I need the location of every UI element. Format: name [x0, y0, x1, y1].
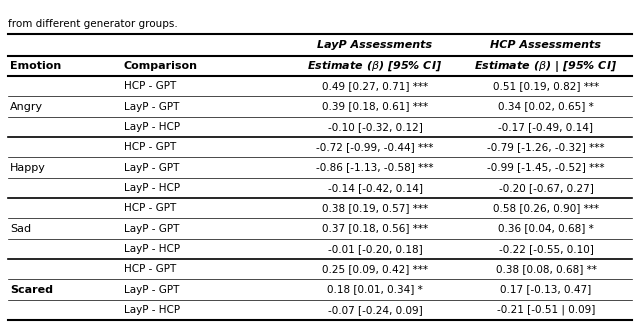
Text: LayP - GPT: LayP - GPT — [124, 285, 179, 294]
Text: Emotion: Emotion — [10, 61, 61, 71]
Text: 0.36 [0.04, 0.68] *: 0.36 [0.04, 0.68] * — [498, 223, 594, 233]
Text: Scared: Scared — [10, 285, 53, 294]
Text: from different generator groups.: from different generator groups. — [8, 19, 178, 29]
Text: LayP - HCP: LayP - HCP — [124, 244, 180, 254]
Text: HCP - GPT: HCP - GPT — [124, 142, 176, 152]
Text: LayP Assessments: LayP Assessments — [317, 40, 433, 50]
Text: 0.51 [0.19, 0.82] ***: 0.51 [0.19, 0.82] *** — [493, 81, 599, 91]
Text: LayP - HCP: LayP - HCP — [124, 183, 180, 193]
Text: 0.25 [0.09, 0.42] ***: 0.25 [0.09, 0.42] *** — [322, 264, 428, 274]
Text: Sad: Sad — [10, 223, 31, 233]
Text: -0.10 [-0.32, 0.12]: -0.10 [-0.32, 0.12] — [328, 122, 422, 132]
Text: LayP - GPT: LayP - GPT — [124, 162, 179, 173]
Text: -0.14 [-0.42, 0.14]: -0.14 [-0.42, 0.14] — [328, 183, 422, 193]
Text: 0.49 [0.27, 0.71] ***: 0.49 [0.27, 0.71] *** — [322, 81, 428, 91]
Text: Estimate ($\beta$) [95% CI]: Estimate ($\beta$) [95% CI] — [307, 59, 443, 73]
Text: 0.58 [0.26, 0.90] ***: 0.58 [0.26, 0.90] *** — [493, 203, 599, 213]
Text: LayP - HCP: LayP - HCP — [124, 122, 180, 132]
Text: HCP Assessments: HCP Assessments — [490, 40, 602, 50]
Text: 0.39 [0.18, 0.61] ***: 0.39 [0.18, 0.61] *** — [322, 102, 428, 112]
Text: 0.37 [0.18, 0.56] ***: 0.37 [0.18, 0.56] *** — [322, 223, 428, 233]
Text: Angry: Angry — [10, 102, 43, 112]
Text: -0.22 [-0.55, 0.10]: -0.22 [-0.55, 0.10] — [499, 244, 593, 254]
Text: HCP - GPT: HCP - GPT — [124, 203, 176, 213]
Text: -0.01 [-0.20, 0.18]: -0.01 [-0.20, 0.18] — [328, 244, 422, 254]
Text: 0.38 [0.19, 0.57] ***: 0.38 [0.19, 0.57] *** — [322, 203, 428, 213]
Text: -0.20 [-0.67, 0.27]: -0.20 [-0.67, 0.27] — [499, 183, 593, 193]
Text: HCP - GPT: HCP - GPT — [124, 81, 176, 91]
Text: LayP - GPT: LayP - GPT — [124, 223, 179, 233]
Text: -0.79 [-1.26, -0.32] ***: -0.79 [-1.26, -0.32] *** — [487, 142, 605, 152]
Text: -0.17 [-0.49, 0.14]: -0.17 [-0.49, 0.14] — [499, 122, 593, 132]
Text: LayP - GPT: LayP - GPT — [124, 102, 179, 112]
Text: Estimate ($\beta$) | [95% CI]: Estimate ($\beta$) | [95% CI] — [474, 58, 618, 73]
Text: -0.99 [-1.45, -0.52] ***: -0.99 [-1.45, -0.52] *** — [487, 162, 605, 173]
Text: -0.86 [-1.13, -0.58] ***: -0.86 [-1.13, -0.58] *** — [316, 162, 434, 173]
Text: 0.18 [0.01, 0.34] *: 0.18 [0.01, 0.34] * — [327, 285, 423, 294]
Text: -0.21 [-0.51 | 0.09]: -0.21 [-0.51 | 0.09] — [497, 304, 595, 315]
Text: -0.72 [-0.99, -0.44] ***: -0.72 [-0.99, -0.44] *** — [316, 142, 434, 152]
Text: Comparison: Comparison — [124, 61, 198, 71]
Text: 0.34 [0.02, 0.65] *: 0.34 [0.02, 0.65] * — [498, 102, 594, 112]
Text: HCP - GPT: HCP - GPT — [124, 264, 176, 274]
Text: -0.07 [-0.24, 0.09]: -0.07 [-0.24, 0.09] — [328, 305, 422, 315]
Text: Happy: Happy — [10, 162, 46, 173]
Text: 0.38 [0.08, 0.68] **: 0.38 [0.08, 0.68] ** — [495, 264, 596, 274]
Text: LayP - HCP: LayP - HCP — [124, 305, 180, 315]
Text: 0.17 [-0.13, 0.47]: 0.17 [-0.13, 0.47] — [500, 285, 591, 294]
